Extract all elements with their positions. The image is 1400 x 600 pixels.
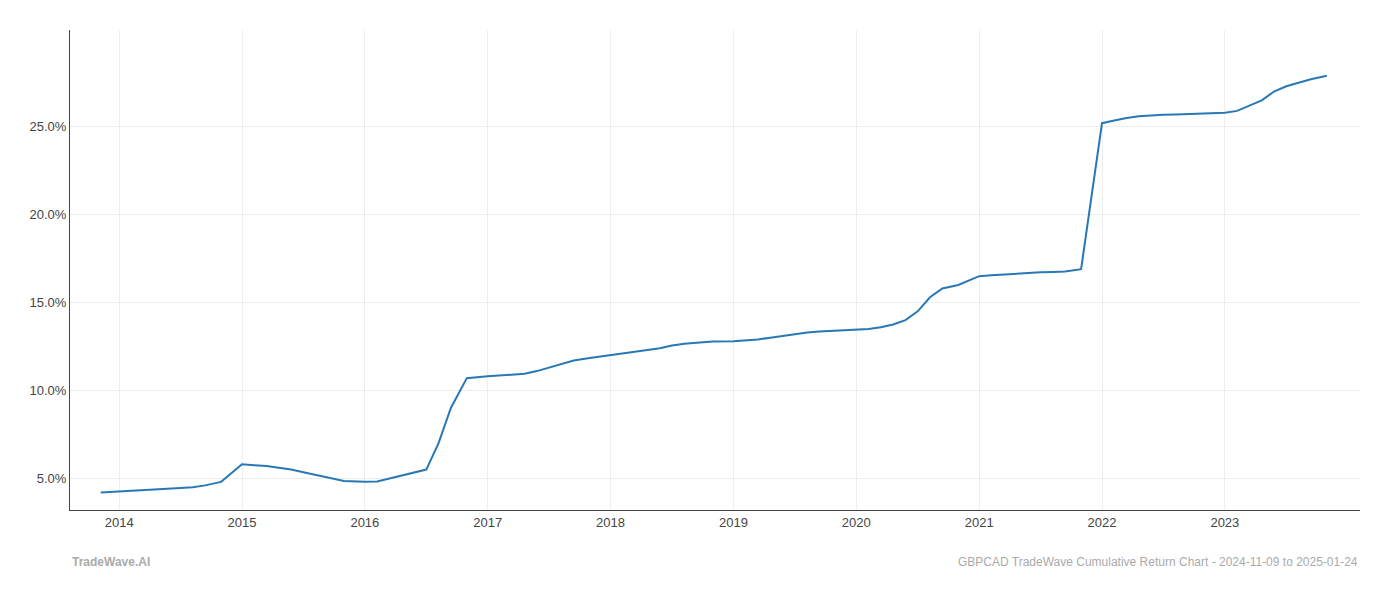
svg-text:25.0%: 25.0% — [30, 119, 67, 134]
svg-text:2019: 2019 — [719, 515, 748, 530]
svg-text:20.0%: 20.0% — [30, 207, 67, 222]
svg-text:5.0%: 5.0% — [37, 471, 67, 486]
svg-text:2016: 2016 — [350, 515, 379, 530]
svg-text:TradeWave.AI: TradeWave.AI — [72, 555, 150, 569]
svg-text:GBPCAD TradeWave Cumulative Re: GBPCAD TradeWave Cumulative Return Chart… — [958, 555, 1358, 569]
svg-text:10.0%: 10.0% — [30, 383, 67, 398]
svg-text:15.0%: 15.0% — [30, 295, 67, 310]
svg-text:2015: 2015 — [228, 515, 257, 530]
svg-text:2021: 2021 — [965, 515, 994, 530]
svg-text:2014: 2014 — [105, 515, 134, 530]
svg-text:2017: 2017 — [473, 515, 502, 530]
svg-text:2022: 2022 — [1088, 515, 1117, 530]
svg-text:2020: 2020 — [842, 515, 871, 530]
svg-text:2023: 2023 — [1210, 515, 1239, 530]
svg-text:2018: 2018 — [596, 515, 625, 530]
